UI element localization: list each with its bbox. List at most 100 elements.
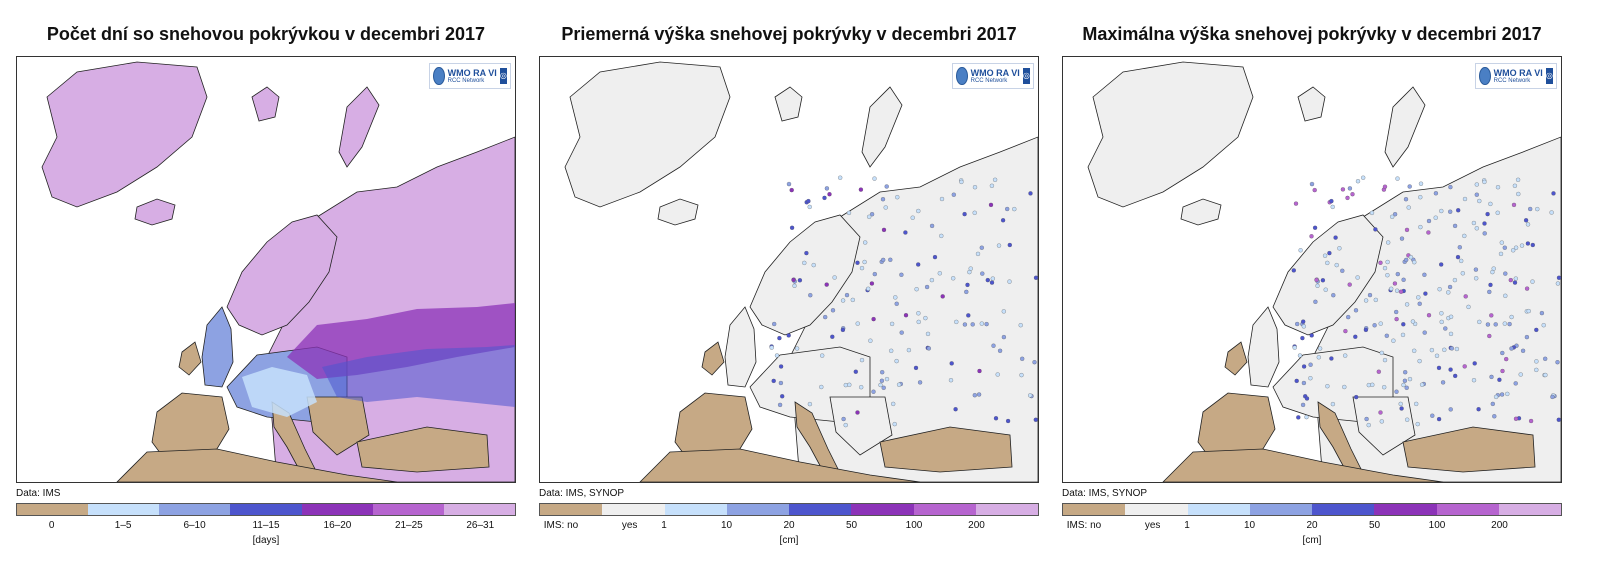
station-dot (1394, 316, 1399, 322)
station-dot (1439, 208, 1444, 214)
station-dot (869, 212, 875, 217)
station-dot (1395, 271, 1400, 277)
legend-label: 50 (1368, 520, 1381, 531)
station-dot (840, 298, 846, 303)
station-dot (1504, 356, 1509, 362)
station-dot (1449, 346, 1454, 351)
station-dot (1439, 311, 1444, 316)
station-dot (1392, 281, 1398, 286)
great-britain-land (201, 306, 234, 388)
legend-swatch (301, 504, 373, 515)
wmo-logo: WMO RA VI RCC Network ◎ (1475, 63, 1557, 89)
logo-subtext: RCC Network (447, 77, 485, 84)
station-dot (1416, 295, 1421, 300)
station-dot (1296, 415, 1301, 420)
station-dot (1308, 362, 1313, 367)
station-dot (1476, 407, 1481, 412)
station-dot (906, 347, 912, 353)
station-dot (1340, 268, 1345, 273)
legend-swatch (851, 504, 914, 515)
legend-swatch (443, 504, 515, 515)
station-dot (1526, 308, 1531, 314)
station-dot (1005, 206, 1010, 212)
station-dot (1503, 271, 1508, 276)
legend-swatch (726, 504, 789, 515)
data-source: Data: IMS, SYNOP (539, 488, 625, 499)
station-dot (1500, 368, 1505, 374)
station-dot (1498, 251, 1504, 257)
station-dot (967, 269, 972, 275)
station-dot (1309, 181, 1315, 187)
station-dot (976, 392, 982, 397)
legend-label: IMS: no (543, 520, 579, 531)
station-dot (1417, 358, 1422, 364)
station-dot (1342, 384, 1347, 390)
station-dot (1448, 184, 1453, 190)
station-dot (789, 187, 794, 193)
station-dot (1322, 253, 1328, 258)
station-dot (846, 210, 852, 216)
station-dot (808, 293, 813, 298)
station-dot (953, 407, 958, 412)
station-dot (853, 369, 858, 374)
station-dot (1528, 418, 1534, 424)
station-dot (1512, 183, 1518, 188)
station-dot (792, 283, 797, 288)
station-dot (777, 335, 782, 341)
station-dot (1317, 346, 1323, 351)
station-dot (1488, 201, 1493, 207)
station-dot (791, 277, 796, 283)
station-dot (843, 382, 848, 388)
station-dot (1402, 378, 1408, 383)
snow-band-east (287, 303, 515, 379)
station-dot (892, 421, 897, 427)
legend-label: 26–31 (466, 520, 495, 531)
station-dot (1525, 241, 1531, 246)
station-dot (859, 385, 864, 390)
station-dot (1378, 260, 1383, 265)
station-dot (1395, 176, 1400, 181)
station-dot (1507, 321, 1512, 327)
legend-label: 21–25 (394, 520, 423, 531)
station-dot (1343, 353, 1348, 358)
station-dot (1429, 347, 1435, 353)
legend-label: 1 (661, 520, 667, 531)
legend-label: 10 (1243, 520, 1256, 531)
station-dot (1482, 179, 1487, 185)
map: WMO RA VI RCC Network ◎ (16, 56, 516, 483)
station-dot (774, 353, 780, 358)
station-dot (1513, 381, 1518, 386)
station-dot (844, 292, 850, 298)
station-dot (910, 215, 915, 220)
station-dot (1315, 283, 1320, 288)
anatolia-land (356, 426, 490, 473)
iceland-land (1180, 198, 1222, 226)
station-dot (1447, 284, 1453, 290)
station-dot (1291, 268, 1296, 273)
station-dot (1500, 350, 1505, 356)
station-dot (891, 401, 896, 407)
ireland-land (701, 341, 725, 376)
station-dot (1453, 373, 1458, 379)
legend-label: 16–20 (323, 520, 352, 531)
station-dot (1523, 218, 1529, 223)
station-dot (1418, 195, 1423, 200)
station-dot (1312, 187, 1317, 193)
novaya-zemlya-land (861, 86, 903, 168)
balkans-land (1352, 396, 1416, 456)
legend-swatch (540, 504, 603, 515)
station-dot (807, 401, 813, 407)
station-dot (1477, 319, 1482, 325)
station-dot (855, 410, 860, 415)
station-dot (1325, 384, 1330, 389)
station-dot (1293, 201, 1299, 206)
station-dot (1535, 206, 1540, 212)
station-dot (802, 260, 807, 266)
station-dot (1028, 191, 1033, 196)
station-dot (869, 281, 875, 286)
station-dot (827, 192, 832, 197)
station-dot (995, 372, 1000, 377)
station-dot (1379, 419, 1384, 424)
station-dot (1448, 314, 1454, 319)
station-dot (972, 210, 977, 215)
